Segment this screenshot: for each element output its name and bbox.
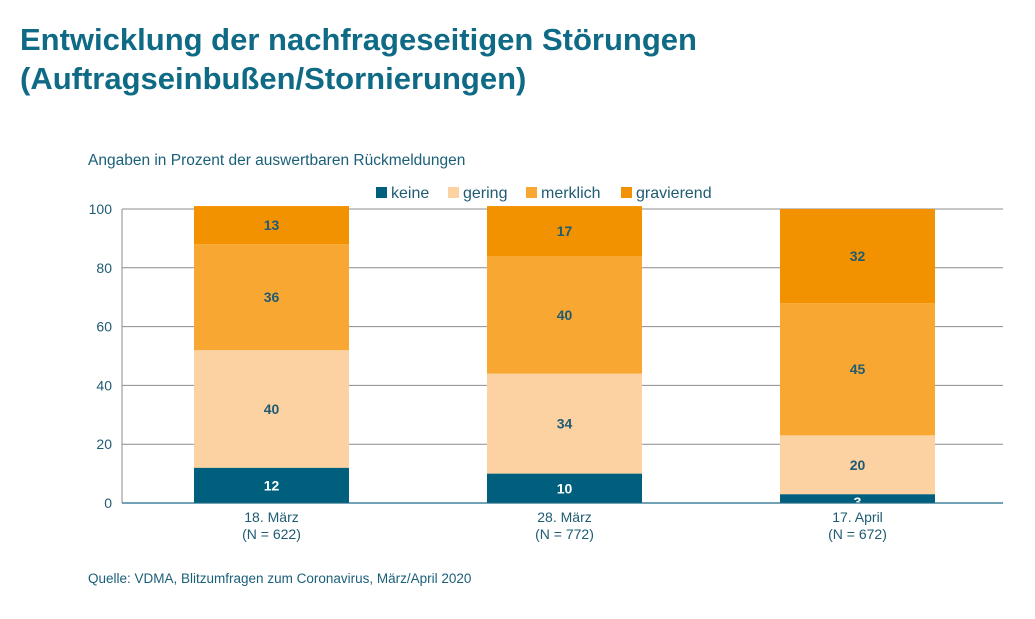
- legend-label-gravierend: gravierend: [636, 185, 712, 202]
- x-tick-sublabel: (N = 772): [535, 526, 594, 542]
- bar-segment-keine: [780, 494, 935, 503]
- data-label: 40: [557, 307, 573, 323]
- x-tick-label: 17. April: [832, 509, 883, 525]
- bar-segment-gravierend: [487, 206, 642, 257]
- legend-swatch-keine: [376, 187, 387, 198]
- title-line-1: Entwicklung der nachfrageseitigen Störun…: [20, 22, 697, 57]
- legend-swatch-merklich: [526, 187, 537, 198]
- legend-label-keine: keine: [391, 185, 429, 202]
- bar-segment-gravierend: [780, 209, 935, 304]
- y-tick-label: 100: [89, 201, 113, 217]
- legend-label-gering: gering: [463, 185, 507, 202]
- y-tick-label: 0: [104, 495, 112, 511]
- legend-swatch-gravierend: [621, 187, 632, 198]
- bar-segment-merklich: [194, 244, 349, 351]
- chart-subtitle: Angaben in Prozent der auswertbaren Rück…: [88, 152, 466, 169]
- x-tick-label: 28. März: [537, 509, 591, 525]
- legend-label-merklich: merklich: [541, 185, 601, 202]
- data-label: 17: [557, 223, 573, 239]
- x-tick-sublabel: (N = 622): [242, 526, 301, 542]
- data-label: 32: [850, 248, 866, 264]
- data-label: 36: [264, 289, 280, 305]
- source-note: Quelle: VDMA, Blitzumfragen zum Coronavi…: [88, 571, 472, 586]
- data-label: 40: [264, 401, 280, 417]
- data-label: 34: [557, 416, 573, 432]
- data-label: 45: [850, 361, 866, 377]
- data-label: 3: [854, 494, 862, 510]
- data-label: 13: [264, 217, 280, 233]
- bar-segment-gering: [194, 350, 349, 468]
- data-label: 10: [557, 480, 573, 496]
- legend-swatch-gering: [448, 187, 459, 198]
- data-label: 20: [850, 457, 866, 473]
- bar-segment-gravierend: [194, 206, 349, 245]
- bar-segment-gering: [487, 373, 642, 474]
- chart-title: Entwicklung der nachfrageseitigen Störun…: [20, 20, 697, 98]
- bar-segment-keine: [194, 467, 349, 503]
- bar-segment-merklich: [780, 303, 935, 436]
- title-line-2: (Auftragseinbußen/Stornierungen): [20, 61, 527, 96]
- y-tick-label: 40: [96, 377, 112, 393]
- bar-segment-keine: [487, 473, 642, 503]
- x-tick-sublabel: (N = 672): [828, 526, 887, 542]
- y-tick-label: 60: [96, 319, 112, 335]
- bar-segment-merklich: [487, 256, 642, 374]
- bar-segment-gering: [780, 435, 935, 495]
- x-tick-label: 18. März: [244, 509, 298, 525]
- y-tick-label: 80: [96, 260, 112, 276]
- y-tick-label: 20: [96, 436, 112, 452]
- data-label: 12: [264, 477, 280, 493]
